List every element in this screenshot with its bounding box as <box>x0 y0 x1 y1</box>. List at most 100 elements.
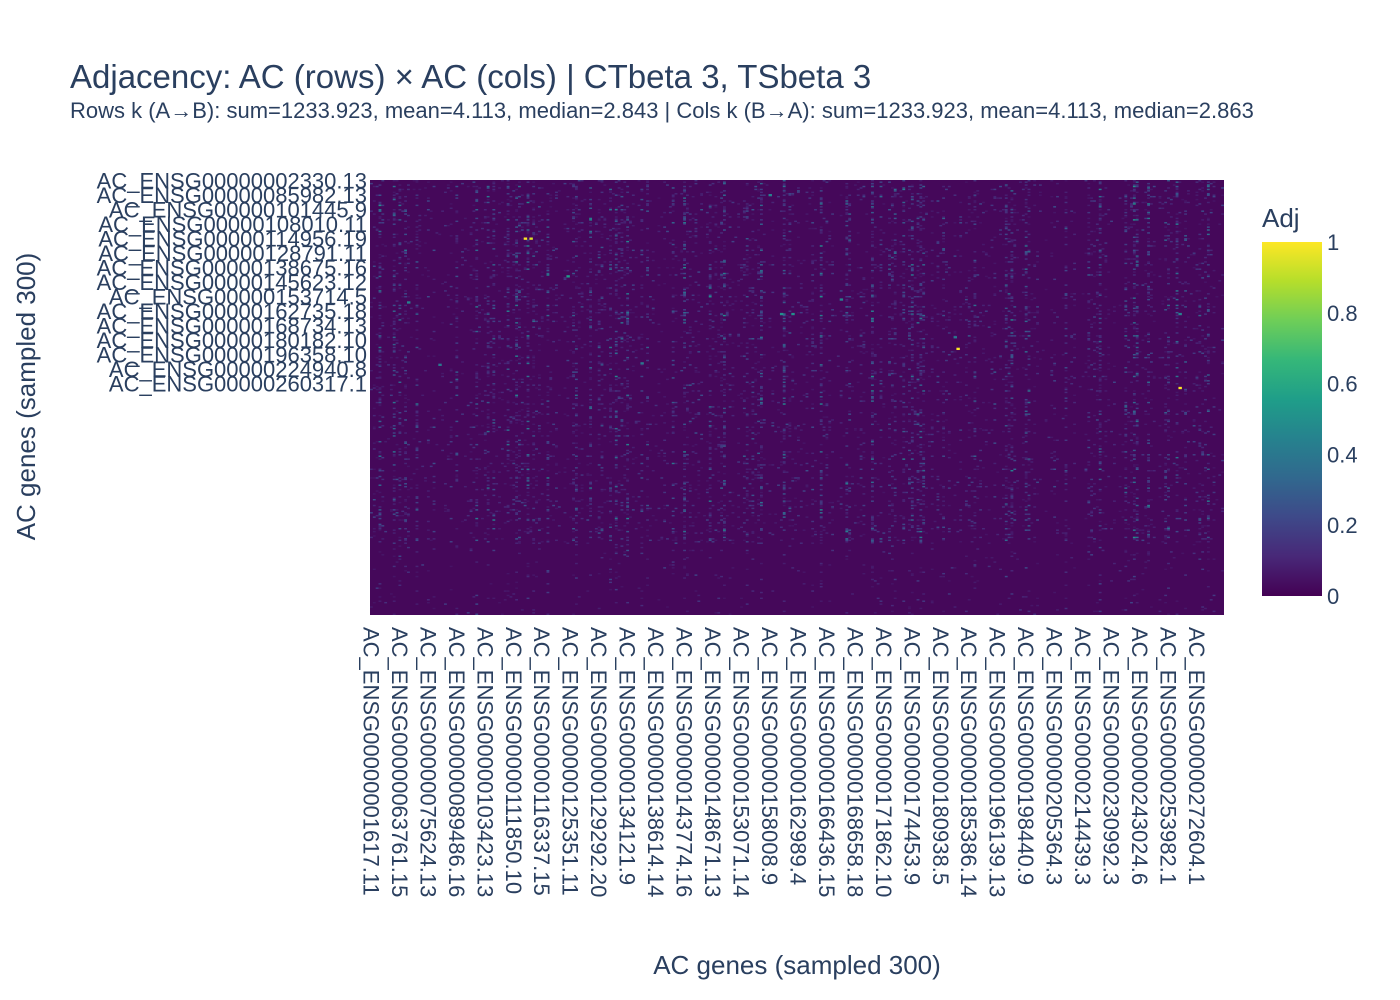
heatmap-cell <box>1206 310 1210 312</box>
heatmap-cell <box>814 369 817 372</box>
heatmap-cell <box>720 301 723 304</box>
heatmap-cell <box>532 223 536 225</box>
heatmap-cell <box>509 346 513 349</box>
heatmap-cell <box>879 281 883 283</box>
heatmap-cell <box>1186 316 1190 318</box>
heatmap-cell <box>811 194 815 196</box>
heatmap-cell <box>722 181 726 183</box>
heatmap-cell <box>404 397 408 399</box>
heatmap-cell <box>697 413 701 415</box>
heatmap-cell <box>1107 398 1111 401</box>
heatmap-cell <box>1209 426 1213 428</box>
heatmap-cell <box>637 336 641 339</box>
heatmap-cell <box>797 187 800 189</box>
heatmap-cell <box>1024 294 1028 296</box>
heatmap-cell <box>563 277 567 279</box>
heatmap-cell <box>1130 406 1133 408</box>
heatmap-cell <box>574 185 578 188</box>
heatmap-cell <box>475 269 479 272</box>
heatmap-cell <box>930 368 934 370</box>
heatmap-cell <box>939 252 943 254</box>
heatmap-cell <box>378 267 382 269</box>
heatmap-cell <box>1206 351 1210 353</box>
heatmap-cell <box>492 213 496 215</box>
heatmap-cell <box>626 335 630 337</box>
heatmap-cell <box>1095 313 1099 315</box>
heatmap-cell <box>1206 185 1210 188</box>
heatmap-cell <box>1095 351 1099 353</box>
heatmap-cell <box>799 282 803 285</box>
heatmap-cell <box>967 397 971 399</box>
heatmap-cell <box>392 278 396 281</box>
heatmap-cell <box>1127 412 1131 414</box>
heatmap-cell <box>845 209 849 211</box>
heatmap-cell <box>1064 327 1068 330</box>
heatmap-cell <box>1175 391 1179 394</box>
heatmap-cell <box>1090 253 1094 256</box>
heatmap-cell <box>1024 368 1028 370</box>
heatmap-cell <box>845 197 849 199</box>
heatmap-cell <box>859 267 863 269</box>
heatmap-cell <box>722 426 726 428</box>
heatmap-cell <box>890 394 894 397</box>
heatmap-cell <box>788 249 792 252</box>
heatmap-cell <box>794 426 797 428</box>
heatmap-cell <box>597 374 601 376</box>
heatmap-cell <box>566 227 570 230</box>
heatmap-cell <box>574 414 578 417</box>
heatmap-cell <box>1132 251 1136 253</box>
heatmap-cell <box>1024 181 1028 183</box>
heatmap-cell <box>532 375 536 378</box>
heatmap-cell <box>1013 211 1017 214</box>
heatmap-cell <box>819 230 823 233</box>
heatmap-cell <box>990 239 994 241</box>
heatmap-cell <box>688 275 692 278</box>
heatmap-cell <box>671 351 675 353</box>
heatmap-cell <box>515 268 519 270</box>
heatmap-cell <box>563 223 567 225</box>
heatmap-cell <box>372 414 376 417</box>
heatmap-cell <box>1167 381 1170 383</box>
heatmap-cell <box>620 195 624 198</box>
heatmap-cell <box>492 412 496 414</box>
heatmap-cell <box>1104 317 1108 320</box>
heatmap-cell <box>953 194 957 196</box>
heatmap-cell <box>1004 185 1008 188</box>
heatmap-cell <box>788 320 792 323</box>
heatmap-cell <box>1050 371 1054 373</box>
heatmap-cell <box>947 311 951 314</box>
heatmap-cell <box>871 412 874 414</box>
heatmap-cell <box>908 310 911 312</box>
heatmap-cell <box>910 300 914 302</box>
heatmap-cell <box>483 313 487 315</box>
heatmap-cell <box>1010 355 1014 357</box>
heatmap-cell <box>486 342 490 344</box>
heatmap-cell <box>799 262 803 265</box>
heatmap-cell <box>1087 267 1091 269</box>
heatmap-cell <box>1098 304 1102 307</box>
heatmap-cell <box>1024 213 1028 215</box>
heatmap-cell <box>1064 294 1068 296</box>
heatmap-cell <box>694 416 698 418</box>
heatmap-cell <box>825 371 829 373</box>
heatmap-cell <box>819 304 823 307</box>
heatmap-cell <box>970 211 974 214</box>
heatmap-cell <box>515 262 519 265</box>
heatmap-cell <box>515 230 519 233</box>
heatmap-cell <box>1175 304 1179 307</box>
heatmap-cell <box>722 314 726 317</box>
heatmap-cell <box>953 351 957 353</box>
heatmap-cell <box>1204 281 1207 283</box>
heatmap-cell <box>574 425 578 427</box>
heatmap-cell <box>515 219 519 221</box>
heatmap-cell <box>859 412 863 414</box>
heatmap-cell <box>378 307 382 310</box>
heatmap-cell <box>455 242 459 244</box>
heatmap-cell <box>1098 294 1102 296</box>
heatmap-cell <box>392 351 396 353</box>
heatmap-cell <box>1201 187 1205 189</box>
heatmap-cell <box>822 251 826 253</box>
heatmap-cell <box>398 381 402 383</box>
heatmap-cell <box>782 349 786 352</box>
heatmap-cell <box>481 222 484 224</box>
